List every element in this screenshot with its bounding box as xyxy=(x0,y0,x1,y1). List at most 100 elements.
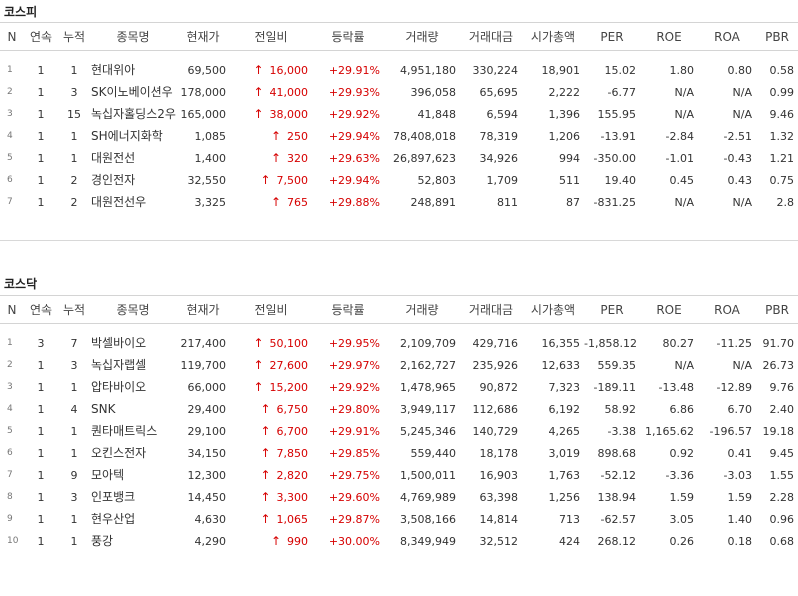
kosdaq-cell-roa: -12.89 xyxy=(716,380,752,394)
kosdaq-change-value: 1,065 xyxy=(276,513,309,526)
kosdaq-cell-amount: 90,872 xyxy=(479,380,519,394)
kosdaq-header-col-cap: 시가총액 xyxy=(522,295,584,324)
kosdaq-cell-rate: +29.80% xyxy=(328,402,380,416)
kosdaq-cell-per: -1,858.12 xyxy=(584,336,637,350)
kospi-cell-price: 32,550 xyxy=(187,173,227,187)
kospi-cell-roa: N/A xyxy=(732,85,752,99)
kospi-header-col-change: 전일비 xyxy=(230,22,312,51)
kospi-cell-cap: 1,206 xyxy=(548,129,581,143)
kosdaq-cell-name[interactable]: 풍강 xyxy=(91,533,114,548)
kospi-cell-volume: 78,408,018 xyxy=(393,129,456,143)
kosdaq-header-col-roa: ROA xyxy=(698,295,756,324)
kospi-header-col-per: PER xyxy=(584,22,640,51)
kospi-change-value: 7,500 xyxy=(276,174,309,187)
kosdaq-change-value: 6,750 xyxy=(276,403,309,416)
table-row: 2 1 3 SK이노베이션우 178,000 ↑ 41,000 +29.93% 396,058 6… xyxy=(0,81,798,103)
kosdaq-cell-per: 898.68 xyxy=(597,446,637,460)
kosdaq-cell-cap: 4,265 xyxy=(548,424,581,438)
kospi-cell-volume: 52,803 xyxy=(417,173,457,187)
kospi-cell-cap: 87 xyxy=(566,195,580,209)
kosdaq-cell-name[interactable]: 박셀바이오 xyxy=(91,335,147,350)
kosdaq-cell-roa: -196.57 xyxy=(709,424,752,438)
kosdaq-cell-change: ↑ 6,750 xyxy=(230,398,312,420)
kospi-cell-pbr: 1.32 xyxy=(769,129,795,143)
kospi-change-value: 765 xyxy=(287,196,308,209)
kosdaq-cell-cap: 3,019 xyxy=(548,446,581,460)
kosdaq-cell-name[interactable]: 모아텍 xyxy=(91,467,125,482)
kospi-cell-name[interactable]: SH에너지화학 xyxy=(91,128,163,143)
kospi-spacer-row xyxy=(0,51,798,60)
kosdaq-cell-price: 4,630 xyxy=(194,512,227,526)
kosdaq-cell-pbr: 2.40 xyxy=(769,402,795,416)
kospi-cell-roe: 0.45 xyxy=(669,173,695,187)
kosdaq-cell-name[interactable]: 오킨스전자 xyxy=(91,445,147,460)
table-row: 1 1 1 현대위아 69,500 ↑ 16,000 +29.91% 4,951,180 330,… xyxy=(0,59,798,81)
kosdaq-cell-change: ↑ 6,700 xyxy=(230,420,312,442)
kosdaq-cell-rate: +30.00% xyxy=(328,534,380,548)
kospi-cell-per: -350.00 xyxy=(593,151,636,165)
kospi-cell-name[interactable]: 녹십자홀딩스2우 xyxy=(91,106,176,121)
up-arrow-icon: ↑ xyxy=(260,446,271,460)
kosdaq-cell-total: 1 xyxy=(70,446,78,460)
kospi-cell-change: ↑ 41,000 xyxy=(230,81,312,103)
kosdaq-cell-name[interactable]: 녹십자랩셀 xyxy=(91,357,147,372)
kospi-cell-total: 2 xyxy=(70,195,78,209)
kospi-cell-total: 3 xyxy=(70,85,78,99)
table-row: 6 1 1 오킨스전자 34,150 ↑ 7,850 +29.85% 559,440 18,178… xyxy=(0,442,798,464)
kosdaq-cell-n: 4 xyxy=(7,404,13,414)
kosdaq-cell-roa: 1.59 xyxy=(727,490,753,504)
kosdaq-cell-name[interactable]: 현우산업 xyxy=(91,511,136,526)
kosdaq-cell-change: ↑ 7,850 xyxy=(230,442,312,464)
kospi-header-col-total: 누적 xyxy=(58,22,90,51)
kospi-cell-pbr: 0.58 xyxy=(769,63,795,77)
kospi-cell-cap: 1,396 xyxy=(548,107,581,121)
kospi-cell-name[interactable]: 현대위아 xyxy=(91,62,136,77)
kospi-cell-name[interactable]: 대원전선 xyxy=(91,150,136,165)
kospi-cell-per: 15.02 xyxy=(604,63,637,77)
kosdaq-cell-n: 1 xyxy=(7,338,13,348)
kospi-cell-name[interactable]: 경인전자 xyxy=(91,172,136,187)
kosdaq-cell-total: 1 xyxy=(70,424,78,438)
kospi-cell-name[interactable]: 대원전선우 xyxy=(91,194,147,209)
kosdaq-cell-name[interactable]: SNK xyxy=(91,401,116,416)
kosdaq-cell-change: ↑ 50,100 xyxy=(230,332,312,354)
kosdaq-cell-pbr: 9.45 xyxy=(769,446,795,460)
kospi-cell-volume: 26,897,623 xyxy=(393,151,456,165)
kosdaq-cell-roe: -13.48 xyxy=(658,380,694,394)
kospi-cell-roe: -2.84 xyxy=(665,129,694,143)
up-arrow-icon: ↑ xyxy=(270,151,281,165)
kosdaq-header-col-total: 누적 xyxy=(58,295,90,324)
up-arrow-icon: ↑ xyxy=(270,129,281,143)
table-row: 3 1 1 압타바이오 66,000 ↑ 15,200 +29.92% 1,478,965 90,… xyxy=(0,376,798,398)
kospi-cell-total: 1 xyxy=(70,151,78,165)
kosdaq-cell-total: 1 xyxy=(70,534,78,548)
kospi-cell-rate: +29.93% xyxy=(328,85,380,99)
kospi-header-col-volume: 거래량 xyxy=(384,22,460,51)
kospi-cell-streak: 1 xyxy=(37,129,45,143)
kospi-cell-amount: 78,319 xyxy=(479,129,519,143)
table-row: 5 1 1 대원전선 1,400 ↑ 320 +29.63% 26,897,623 34,926 9… xyxy=(0,147,798,169)
kospi-cell-amount: 330,224 xyxy=(472,63,519,77)
kospi-cell-cap: 994 xyxy=(559,151,580,165)
kosdaq-cell-n: 6 xyxy=(7,448,13,458)
kosdaq-cell-pbr: 19.18 xyxy=(762,424,795,438)
up-arrow-icon: ↑ xyxy=(260,173,271,187)
kosdaq-cell-name[interactable]: 인포뱅크 xyxy=(91,489,136,504)
up-arrow-icon: ↑ xyxy=(253,85,264,99)
up-arrow-icon: ↑ xyxy=(253,336,264,350)
kospi-cell-change: ↑ 320 xyxy=(230,147,312,169)
kosdaq-change-value: 50,100 xyxy=(269,337,309,350)
kospi-change-value: 41,000 xyxy=(269,86,309,99)
up-arrow-icon: ↑ xyxy=(253,358,264,372)
kospi-cell-name[interactable]: SK이노베이션우 xyxy=(91,84,173,99)
kosdaq-cell-name[interactable]: 퀀타매트릭스 xyxy=(91,423,158,438)
kosdaq-cell-pbr: 0.68 xyxy=(769,534,795,548)
kospi-cell-roa: -0.43 xyxy=(723,151,752,165)
kosdaq-cell-price: 119,700 xyxy=(180,358,227,372)
kospi-cell-pbr: 0.75 xyxy=(769,173,795,187)
kosdaq-cell-roa: 0.41 xyxy=(727,446,753,460)
kosdaq-cell-roe: N/A xyxy=(674,358,694,372)
kospi-cell-per: -13.91 xyxy=(600,129,636,143)
kosdaq-cell-name[interactable]: 압타바이오 xyxy=(91,379,147,394)
kosdaq-cell-n: 2 xyxy=(7,360,13,370)
